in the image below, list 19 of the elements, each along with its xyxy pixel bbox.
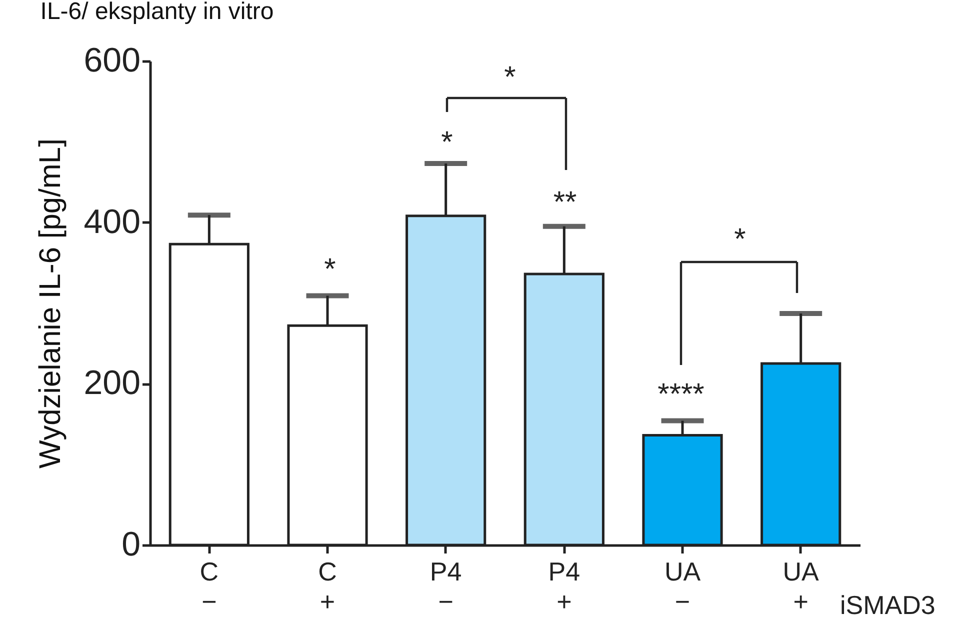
- text: iSMAD3: [840, 590, 936, 620]
- annotation: **: [553, 186, 577, 219]
- y-tick-label: 600: [84, 42, 140, 80]
- x-tick-label: UA −: [664, 556, 702, 616]
- x-tick-label: UA +: [782, 556, 820, 616]
- x-tick-label: P4 +: [548, 556, 580, 616]
- y-tick-label: 200: [84, 364, 140, 402]
- y-tick-label: 0: [122, 526, 140, 564]
- annotation: *: [441, 126, 454, 159]
- annotation: ****: [658, 378, 705, 411]
- x-tick-label: C +: [318, 556, 337, 616]
- y-tick-label: 400: [84, 202, 140, 241]
- annotation: *: [734, 223, 746, 256]
- annotation: *: [504, 61, 516, 94]
- x-tick-label: C −: [200, 556, 219, 616]
- y-axis-title: Wydzielanie IL-6 [pg/mL]: [34, 138, 67, 468]
- annotation: *: [324, 253, 336, 286]
- x-tick-label: P4 −: [430, 556, 462, 616]
- chart-title: IL-6/ eksplanty in vitro: [40, 0, 274, 25]
